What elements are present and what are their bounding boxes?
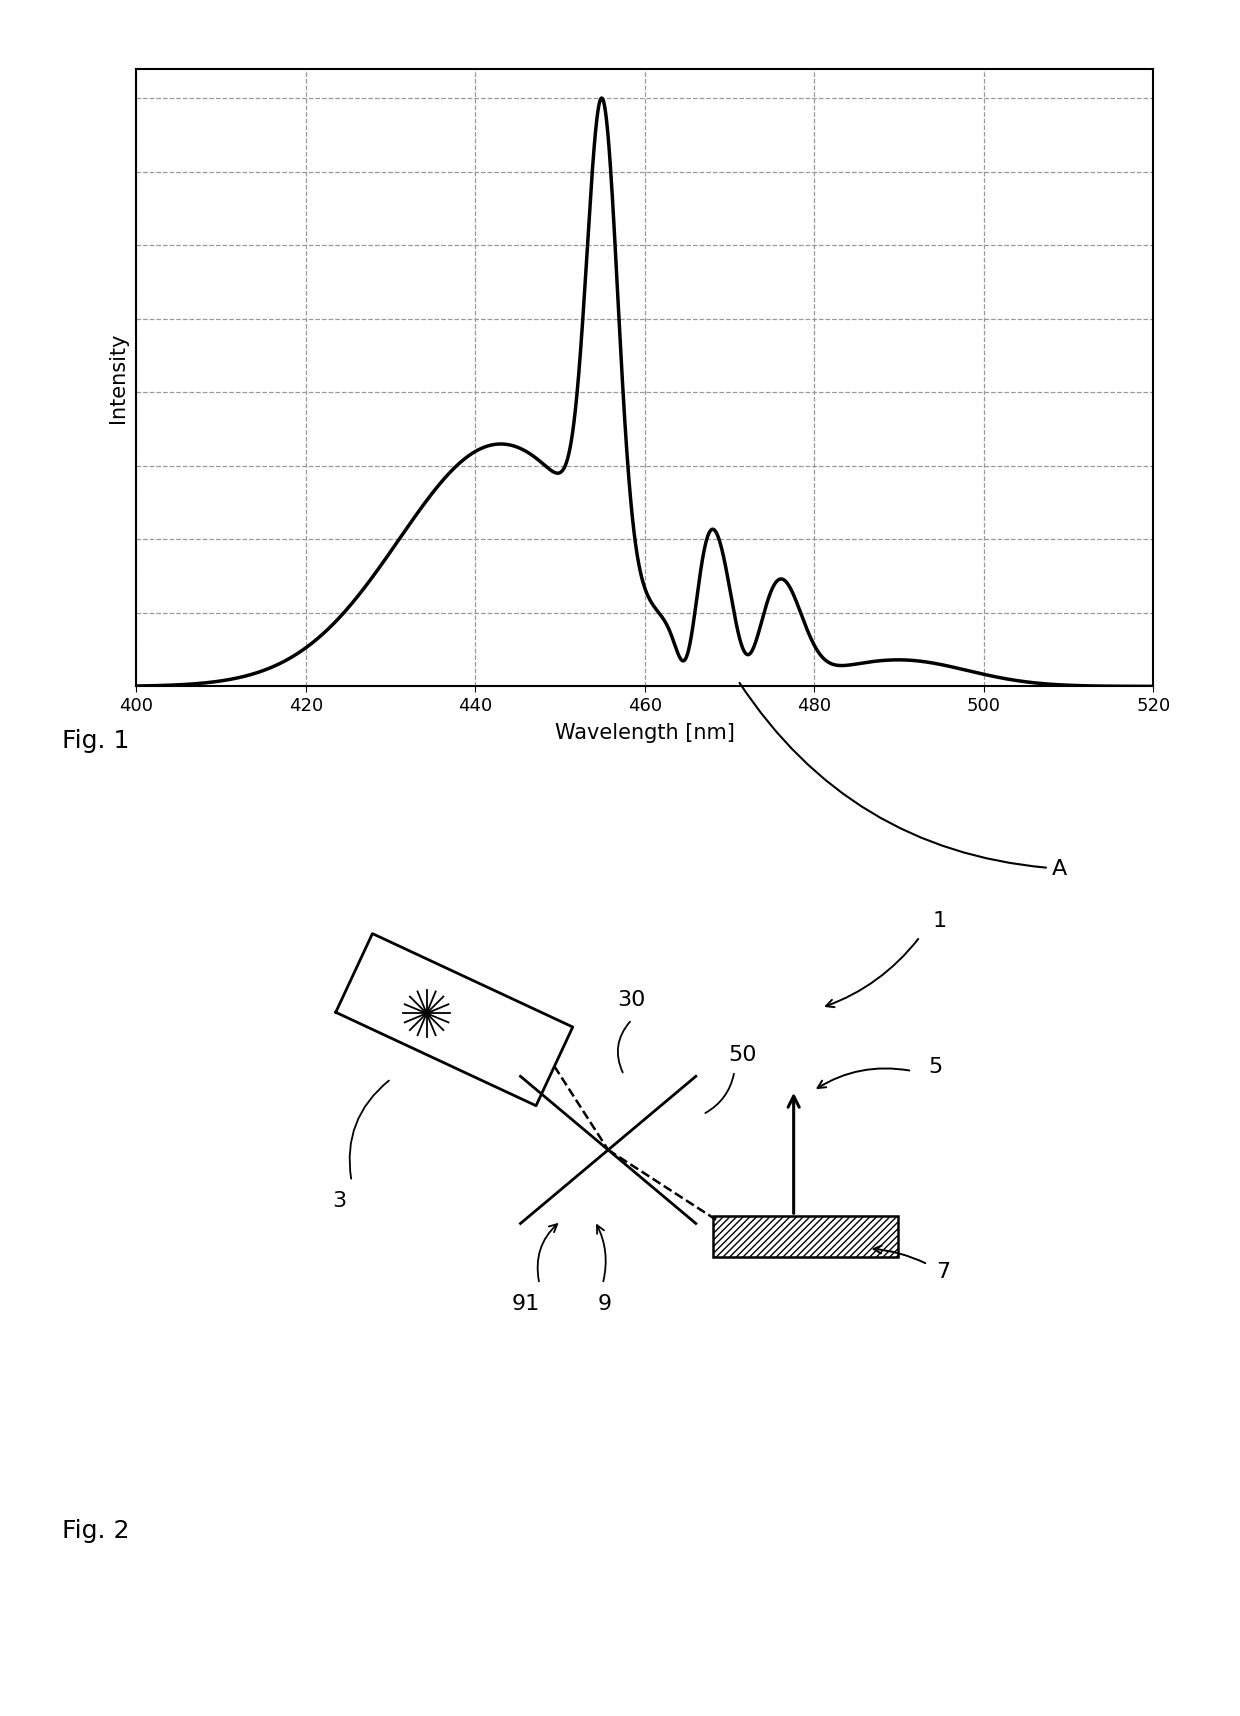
Text: 50: 50 <box>728 1045 756 1066</box>
Text: Fig. 1: Fig. 1 <box>62 729 129 753</box>
X-axis label: Wavelength [nm]: Wavelength [nm] <box>554 722 735 743</box>
Y-axis label: Intensity: Intensity <box>108 333 128 422</box>
Text: 1: 1 <box>932 911 947 932</box>
Text: Fig. 2: Fig. 2 <box>62 1519 129 1543</box>
Bar <box>713 1217 898 1258</box>
Text: 30: 30 <box>618 990 646 1011</box>
Text: 9: 9 <box>598 1294 611 1314</box>
Text: 91: 91 <box>511 1294 539 1314</box>
Text: 5: 5 <box>929 1057 942 1078</box>
Text: 3: 3 <box>332 1191 347 1211</box>
Text: A: A <box>739 683 1066 879</box>
Text: 7: 7 <box>936 1263 951 1282</box>
